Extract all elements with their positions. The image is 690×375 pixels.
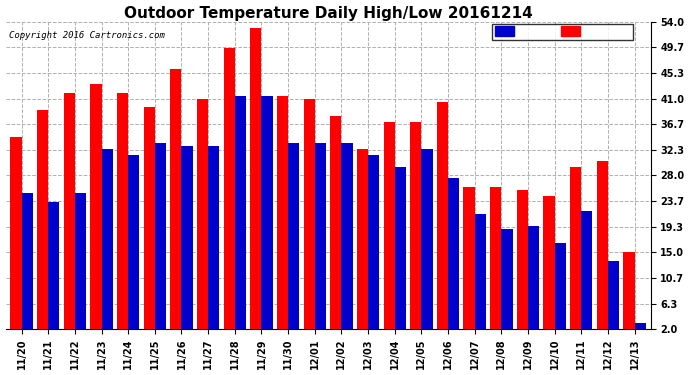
Bar — [368, 155, 380, 341]
Bar — [623, 252, 635, 341]
Bar — [395, 166, 406, 341]
Bar — [384, 122, 395, 341]
Bar — [155, 143, 166, 341]
Bar — [288, 143, 299, 341]
Bar — [464, 187, 475, 341]
Bar — [581, 211, 593, 341]
Bar — [250, 28, 262, 341]
Bar — [63, 93, 75, 341]
Bar — [597, 160, 608, 341]
Bar — [101, 149, 112, 341]
Legend: Low  (°F), High  (°F): Low (°F), High (°F) — [492, 24, 633, 40]
Bar — [490, 187, 502, 341]
Bar — [608, 261, 619, 341]
Bar — [181, 146, 193, 341]
Bar — [544, 196, 555, 341]
Bar — [570, 166, 581, 341]
Text: Copyright 2016 Cartronics.com: Copyright 2016 Cartronics.com — [9, 31, 165, 40]
Bar — [517, 190, 528, 341]
Bar — [224, 48, 235, 341]
Bar — [75, 193, 86, 341]
Bar — [555, 243, 566, 341]
Bar — [422, 149, 433, 341]
Bar — [117, 93, 128, 341]
Title: Outdoor Temperature Daily High/Low 20161214: Outdoor Temperature Daily High/Low 20161… — [124, 6, 533, 21]
Bar — [277, 96, 288, 341]
Bar — [528, 226, 539, 341]
Bar — [315, 143, 326, 341]
Bar — [357, 149, 368, 341]
Bar — [208, 146, 219, 341]
Bar — [342, 143, 353, 341]
Bar — [90, 84, 101, 341]
Bar — [144, 107, 155, 341]
Bar — [170, 69, 181, 341]
Bar — [235, 96, 246, 341]
Bar — [37, 110, 48, 341]
Bar — [502, 229, 513, 341]
Bar — [262, 96, 273, 341]
Bar — [437, 102, 448, 341]
Bar — [475, 214, 486, 341]
Bar — [448, 178, 460, 341]
Bar — [197, 99, 208, 341]
Bar — [21, 193, 32, 341]
Bar — [128, 155, 139, 341]
Bar — [10, 137, 21, 341]
Bar — [331, 116, 342, 341]
Bar — [635, 323, 646, 341]
Bar — [410, 122, 422, 341]
Bar — [304, 99, 315, 341]
Bar — [48, 202, 59, 341]
